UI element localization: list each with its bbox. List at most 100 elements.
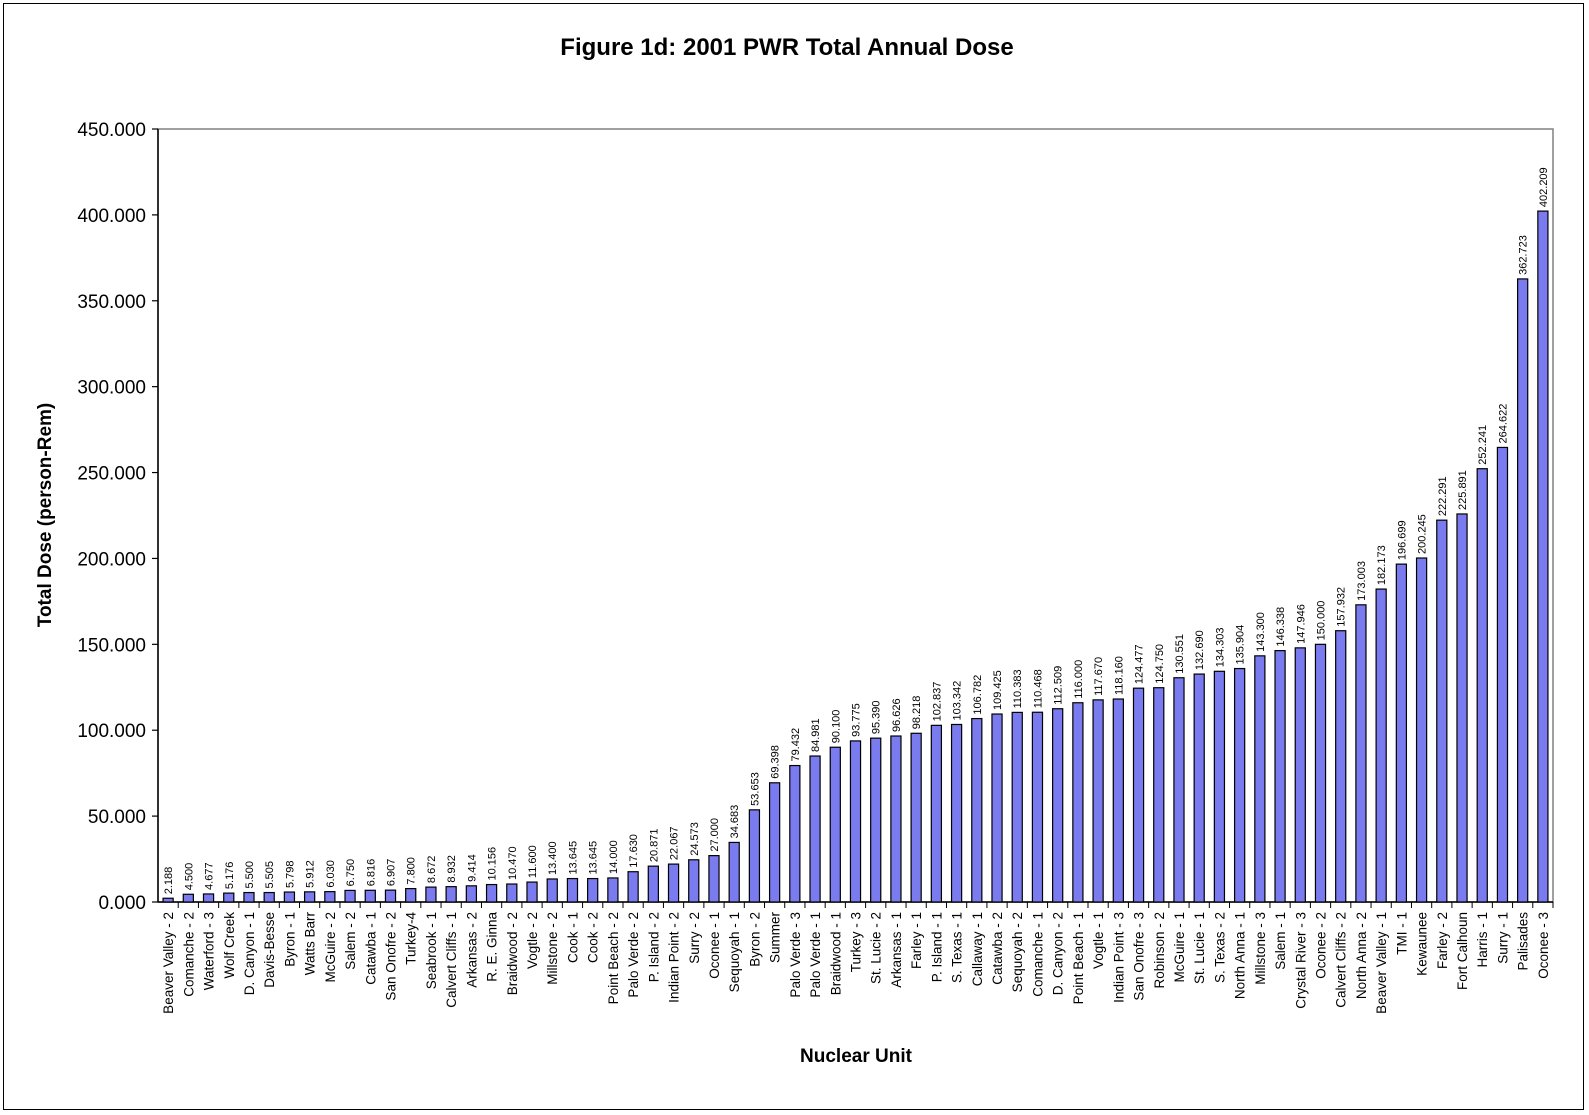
data-label: 5.912 (305, 860, 317, 888)
data-label: 17.630 (628, 834, 640, 868)
data-label: 13.400 (547, 841, 559, 875)
x-tick-label: McGuire - 2 (323, 912, 338, 983)
x-tick-label: Cook - 1 (565, 912, 580, 963)
y-tick-label: 350.000 (77, 292, 146, 313)
data-label: 147.946 (1295, 604, 1307, 644)
bar (1072, 702, 1084, 903)
bar (182, 893, 194, 903)
x-tick-label: D. Canyon - 1 (242, 912, 257, 995)
x-tick-label: Sequoyah - 1 (727, 912, 742, 992)
bar (1375, 588, 1387, 903)
bar (526, 881, 538, 903)
bar (1193, 673, 1205, 903)
x-tick-label: Surry - 1 (1495, 912, 1510, 964)
bar (647, 865, 659, 903)
bar (303, 891, 316, 903)
x-tick-label: P. Island - 1 (929, 912, 944, 982)
chart-frame (3, 3, 1584, 1110)
data-label: 150.000 (1316, 601, 1328, 641)
data-label: 96.626 (891, 698, 903, 732)
bar (688, 859, 700, 903)
x-tick-label: Palo Verde - 1 (808, 912, 823, 998)
x-tick-label: TMI - 1 (1394, 912, 1409, 955)
bar (950, 723, 963, 903)
data-label: 146.338 (1275, 607, 1287, 647)
data-label: 27.000 (709, 818, 721, 852)
data-label: 79.432 (790, 728, 802, 762)
x-tick-label: P. Island - 2 (646, 912, 661, 982)
bar (971, 717, 983, 903)
data-label: 222.291 (1437, 476, 1449, 516)
x-tick-label: Indian Point - 3 (1111, 912, 1126, 1003)
bar (849, 740, 862, 903)
bar (768, 782, 781, 903)
bar (1537, 210, 1549, 903)
bar (324, 891, 336, 903)
x-tick-label: Kewaunee (1415, 912, 1430, 976)
data-label: 10.156 (487, 847, 499, 881)
bar (748, 809, 761, 903)
bar (566, 877, 579, 903)
data-label: 225.891 (1457, 470, 1469, 510)
bar (1476, 468, 1488, 903)
bar (809, 755, 821, 903)
bar (607, 877, 619, 903)
chart-title: Figure 1d: 2001 PWR Total Annual Dose (560, 34, 1013, 61)
bar (364, 889, 376, 903)
data-label: 112.509 (1053, 666, 1065, 705)
x-axis-label: Nuclear Unit (800, 1046, 913, 1067)
data-label: 252.241 (1477, 425, 1489, 465)
x-tick-label: Millstone - 3 (1253, 912, 1268, 985)
x-tick-label: Vogtle - 2 (525, 912, 540, 969)
x-tick-label: Turkey-4 (404, 912, 419, 965)
x-tick-label: S. Texas - 1 (950, 912, 965, 983)
y-axis-label: Total Dose (person-Rem) (35, 403, 56, 628)
bar (1335, 630, 1347, 903)
bar (910, 732, 922, 903)
x-tick-label: Indian Point - 2 (667, 912, 682, 1003)
bar (1052, 708, 1064, 903)
data-label: 93.775 (851, 703, 863, 737)
x-tick-label: Catawba - 2 (990, 912, 1005, 985)
data-label: 9.414 (466, 854, 478, 882)
bar (1415, 557, 1428, 903)
bar (223, 892, 235, 903)
data-label: 5.176 (224, 862, 236, 890)
bar (1132, 687, 1145, 903)
x-tick-label: Seabrook - 1 (424, 912, 439, 989)
data-label: 118.160 (1113, 656, 1125, 695)
x-tick-label: R. E. Ginna (485, 912, 500, 982)
bar (1092, 699, 1104, 903)
data-label: 22.067 (669, 826, 681, 860)
bar (930, 724, 943, 903)
bar (1314, 643, 1327, 903)
x-tick-label: Robinson - 2 (1152, 912, 1167, 989)
data-label: 10.470 (507, 846, 519, 880)
bar (546, 878, 558, 903)
x-tick-label: Davis-Besse (262, 912, 277, 988)
data-label: 20.871 (648, 828, 660, 862)
data-label: 34.683 (729, 805, 741, 839)
x-tick-label: Calvert Cliffs - 2 (1334, 912, 1349, 1008)
data-label: 402.209 (1538, 167, 1550, 207)
x-tick-label: Comanche - 1 (1030, 912, 1045, 997)
x-tick-label: Point Beach - 1 (1071, 912, 1086, 1004)
data-label: 124.477 (1134, 644, 1146, 684)
x-tick-label: Salem - 1 (1273, 912, 1288, 970)
y-tick-label: 200.000 (77, 549, 146, 570)
x-tick-label: Palo Verde - 2 (626, 912, 641, 998)
x-tick-label: Crystal River - 3 (1293, 912, 1308, 1009)
data-label: 5.505 (264, 861, 276, 889)
x-tick-label: Millstone - 2 (545, 912, 560, 985)
bar (1436, 519, 1448, 903)
bar (627, 871, 639, 903)
x-tick-label: San Onofre - 3 (1132, 912, 1147, 1001)
data-label: 117.670 (1093, 657, 1105, 696)
x-tick-label: Oconee - 3 (1536, 912, 1551, 979)
x-tick-label: Oconee - 1 (707, 912, 722, 979)
x-tick-label: Summer (768, 912, 783, 964)
bar (485, 883, 498, 903)
bar (587, 877, 599, 903)
x-tick-label: Sequoyah - 2 (1010, 912, 1025, 992)
data-label: 196.699 (1396, 520, 1408, 560)
